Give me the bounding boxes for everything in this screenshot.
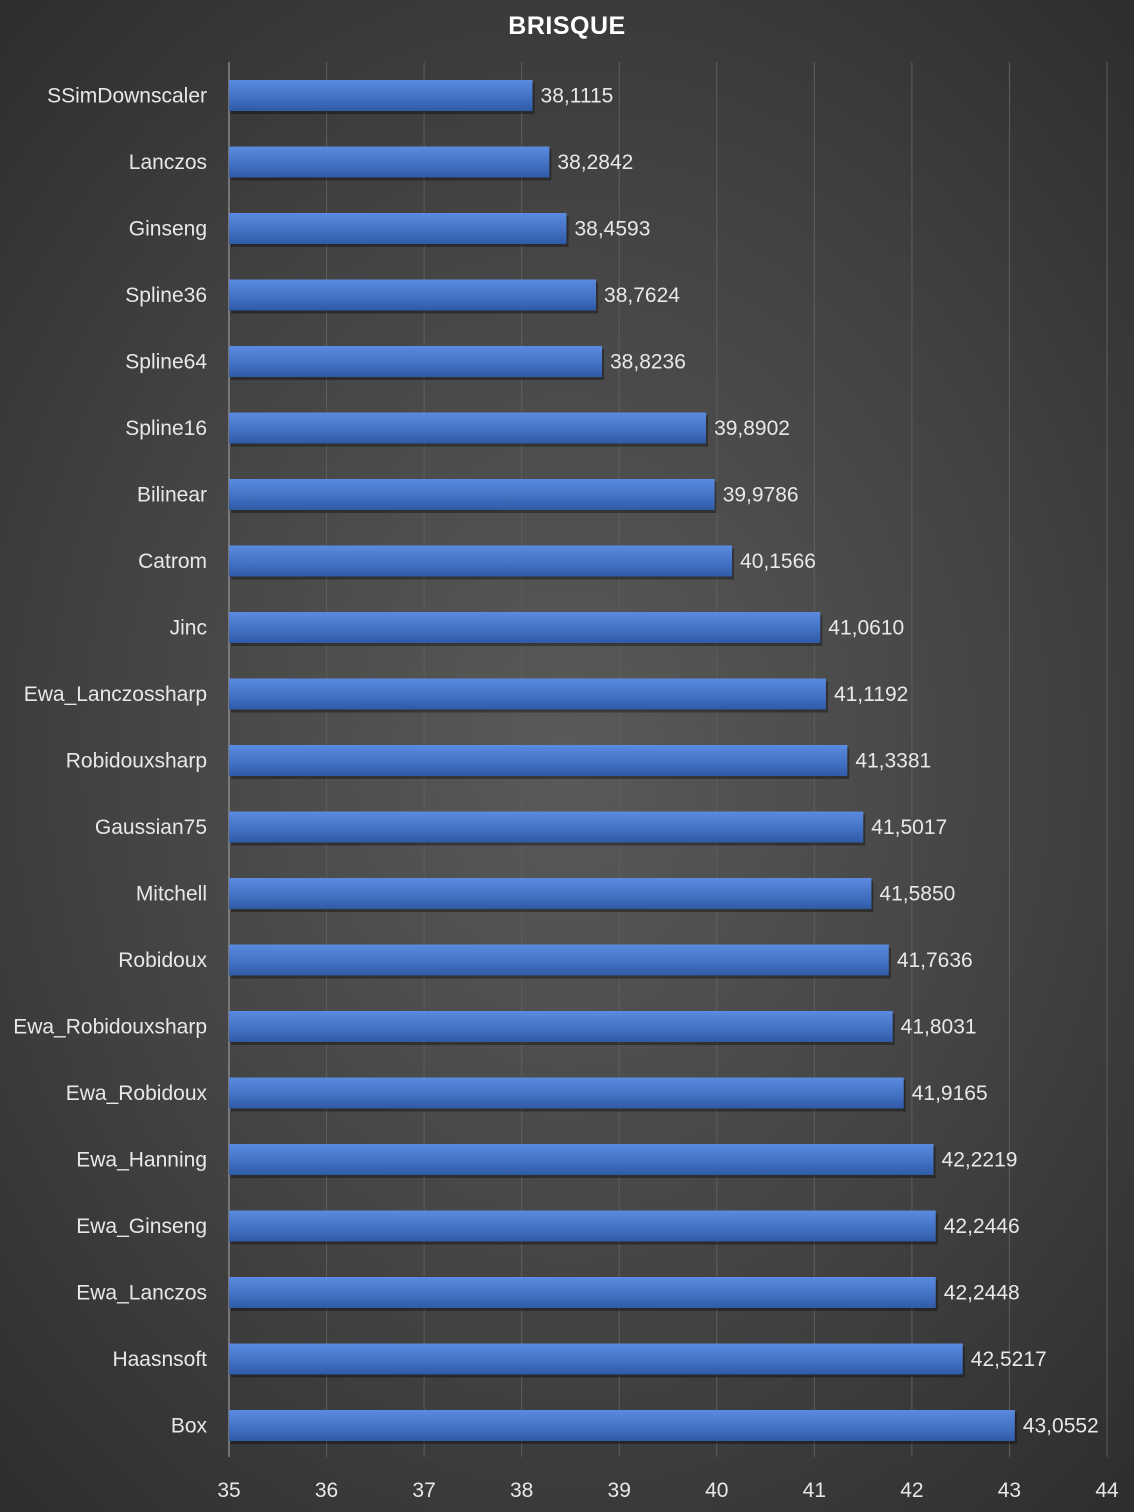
bar xyxy=(229,612,821,643)
category-label: Ewa_Lanczos xyxy=(76,1282,207,1305)
value-label: 41,5017 xyxy=(871,816,947,839)
bar xyxy=(229,479,715,510)
value-label: 42,2448 xyxy=(944,1282,1020,1305)
value-label: 42,5217 xyxy=(971,1348,1047,1371)
bar xyxy=(229,346,603,377)
category-label: Ewa_Robidoux xyxy=(66,1082,208,1105)
category-label: Ewa_Lanczossharp xyxy=(24,683,207,706)
x-tick-label: 37 xyxy=(412,1479,435,1502)
value-label: 38,4593 xyxy=(574,218,650,241)
value-label: 38,2842 xyxy=(557,151,633,174)
category-labels: SSimDownscaler Lanczos Ginseng Spline36 Spli… xyxy=(13,85,207,1438)
category-label: Ewa_Robidouxsharp xyxy=(13,1016,207,1039)
category-label: SSimDownscaler xyxy=(47,85,207,108)
value-label: 41,8031 xyxy=(901,1016,977,1039)
x-tick-label: 38 xyxy=(510,1479,533,1502)
x-tick-label: 40 xyxy=(705,1479,728,1502)
value-label: 41,5850 xyxy=(879,883,955,906)
x-tick-label: 42 xyxy=(900,1479,923,1502)
category-label: Ewa_Hanning xyxy=(76,1149,207,1172)
value-label: 41,1192 xyxy=(834,683,908,706)
category-label: Haasnsoft xyxy=(112,1348,207,1371)
category-label: Ginseng xyxy=(129,218,207,241)
bar xyxy=(229,811,864,843)
value-label: 38,1115 xyxy=(541,85,614,108)
category-label: Gaussian75 xyxy=(95,816,207,839)
value-label: 42,2446 xyxy=(944,1215,1020,1238)
value-labels: 38,1115 38,2842 38,4593 38,7624 38,8236 39,89… xyxy=(541,85,1099,1438)
bar xyxy=(229,1144,934,1175)
bar xyxy=(229,1210,936,1242)
x-tick-label: 35 xyxy=(217,1479,240,1502)
x-axis-ticks: 35 36 37 38 39 40 41 42 43 44 xyxy=(217,1479,1119,1502)
x-tick-label: 41 xyxy=(803,1479,826,1502)
bar xyxy=(229,944,889,976)
x-tick-label: 36 xyxy=(315,1479,338,1502)
x-tick-label: 43 xyxy=(998,1479,1021,1502)
bar xyxy=(229,745,848,776)
bar xyxy=(229,1277,936,1308)
value-label: 41,9165 xyxy=(912,1082,988,1105)
category-label: Ewa_Ginseng xyxy=(76,1215,207,1238)
category-label: Robidouxsharp xyxy=(66,750,207,773)
bar xyxy=(229,1410,1015,1441)
value-label: 39,8902 xyxy=(714,417,790,440)
bar xyxy=(229,1343,963,1375)
bar xyxy=(229,412,707,444)
category-label: Catrom xyxy=(138,550,207,573)
value-label: 42,2219 xyxy=(942,1149,1018,1172)
bar xyxy=(229,146,550,178)
bar xyxy=(229,279,597,311)
value-label: 38,7624 xyxy=(604,284,680,307)
bar xyxy=(229,878,872,909)
chart-title: BRISQUE xyxy=(508,12,626,40)
category-label: Spline36 xyxy=(125,284,207,307)
value-label: 39,9786 xyxy=(723,484,799,507)
bar xyxy=(229,678,826,710)
bar xyxy=(229,1077,904,1109)
bar xyxy=(229,80,533,111)
value-label: 41,0610 xyxy=(828,617,904,640)
value-label: 38,8236 xyxy=(610,351,686,374)
value-label: 41,3381 xyxy=(855,750,931,773)
category-label: Spline64 xyxy=(125,351,207,374)
x-tick-label: 39 xyxy=(608,1479,631,1502)
category-label: Spline16 xyxy=(125,417,207,440)
category-label: Robidoux xyxy=(118,949,207,972)
category-label: Bilinear xyxy=(137,484,207,507)
category-label: Mitchell xyxy=(136,883,207,906)
x-tick-label: 44 xyxy=(1095,1479,1119,1502)
value-label: 40,1566 xyxy=(740,550,816,573)
category-label: Jinc xyxy=(170,617,207,640)
category-label: Lanczos xyxy=(129,151,207,174)
value-label: 41,7636 xyxy=(897,949,973,972)
bars xyxy=(229,80,1017,1444)
category-label: Box xyxy=(171,1415,208,1438)
bar xyxy=(229,1011,893,1042)
value-label: 43,0552 xyxy=(1023,1415,1099,1438)
bar xyxy=(229,213,567,244)
bar xyxy=(229,545,733,577)
